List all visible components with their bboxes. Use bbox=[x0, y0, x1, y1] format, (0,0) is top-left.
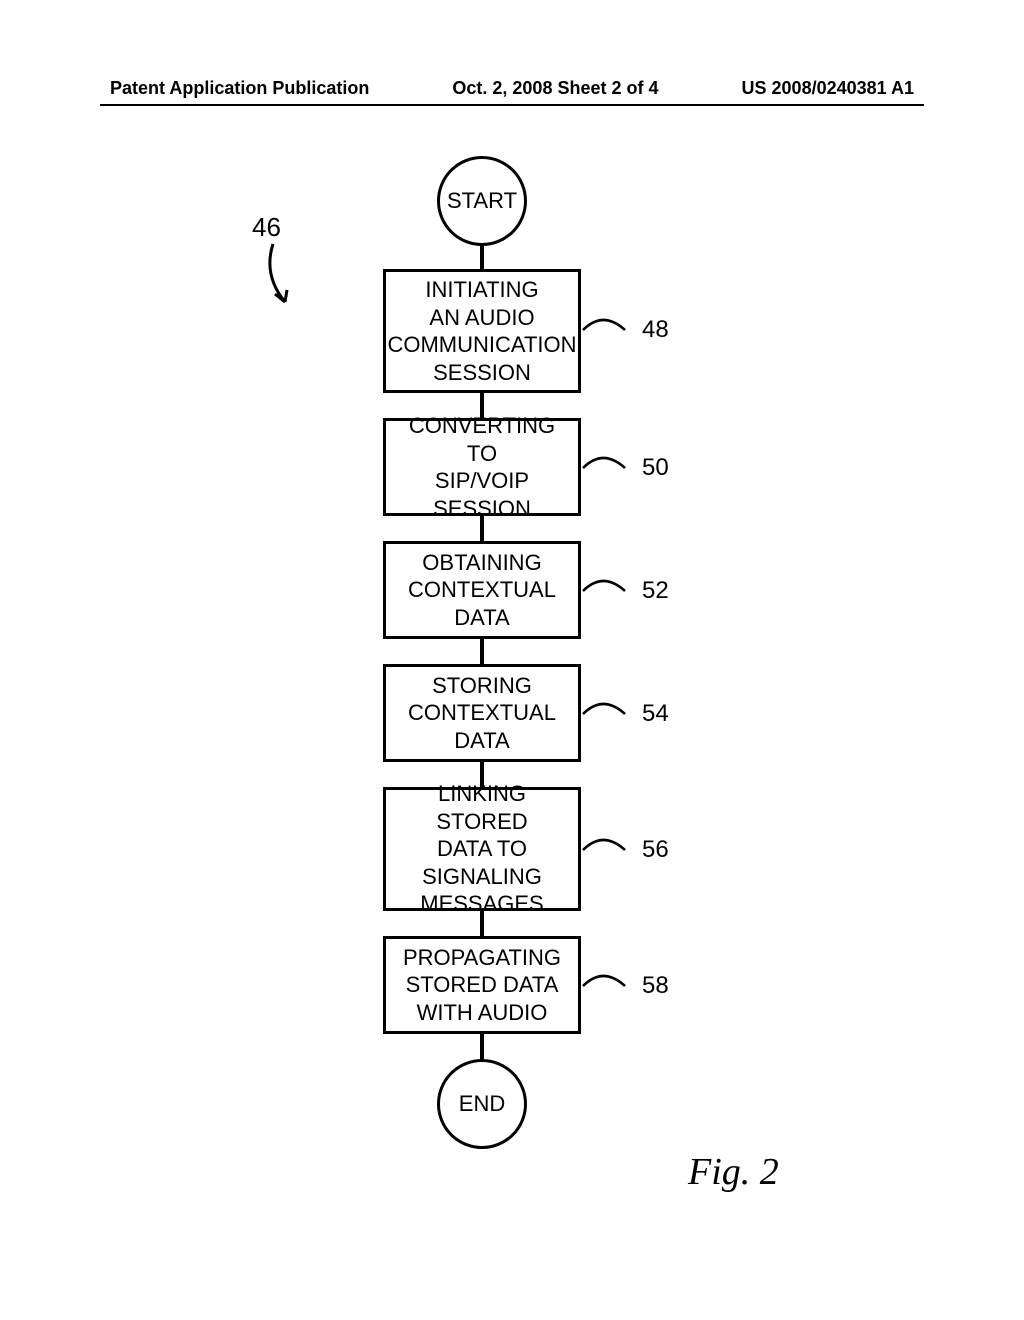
process-text-3: OBTAINING CONTEXTUAL DATA bbox=[408, 549, 556, 632]
process-text-5: LINKING STORED DATA TO SIGNALING MESSAGE… bbox=[396, 780, 568, 918]
header-left: Patent Application Publication bbox=[110, 78, 369, 99]
figure-label: Fig. 2 bbox=[688, 1150, 779, 1194]
header-rule bbox=[100, 104, 924, 106]
ref-label-4: 54 bbox=[642, 700, 669, 728]
end-label: END bbox=[459, 1091, 505, 1117]
process-text-2: CONVERTING TO SIP/VOIP SESSION bbox=[396, 412, 568, 522]
ref-curve-2 bbox=[581, 448, 631, 488]
process-step-2: CONVERTING TO SIP/VOIP SESSION bbox=[383, 418, 581, 516]
end-terminal: END bbox=[437, 1059, 527, 1149]
process-text-4: STORING CONTEXTUAL DATA bbox=[408, 672, 556, 755]
ref-curve-3 bbox=[581, 571, 631, 611]
ref-curve-4 bbox=[581, 694, 631, 734]
ref-curve-5 bbox=[581, 830, 631, 870]
ref-curve-1 bbox=[581, 310, 631, 350]
process-step-1: INITIATING AN AUDIO COMMUNICATION SESSIO… bbox=[383, 269, 581, 393]
process-text-1: INITIATING AN AUDIO COMMUNICATION SESSIO… bbox=[387, 276, 576, 386]
header-center: Oct. 2, 2008 Sheet 2 of 4 bbox=[452, 78, 658, 99]
process-step-5: LINKING STORED DATA TO SIGNALING MESSAGE… bbox=[383, 787, 581, 911]
process-step-3: OBTAINING CONTEXTUAL DATA bbox=[383, 541, 581, 639]
start-label: START bbox=[447, 188, 517, 214]
connector-0 bbox=[480, 246, 484, 270]
process-step-6: PROPAGATING STORED DATA WITH AUDIO bbox=[383, 936, 581, 1034]
flowchart: 46 START INITIATING AN AUDIO COMMUNICATI… bbox=[0, 150, 1024, 1220]
page-header: Patent Application Publication Oct. 2, 2… bbox=[0, 78, 1024, 99]
connector-5 bbox=[480, 911, 484, 937]
ref-label-5: 56 bbox=[642, 836, 669, 864]
connector-6 bbox=[480, 1034, 484, 1060]
ref-label-3: 52 bbox=[642, 577, 669, 605]
main-ref-label: 46 bbox=[252, 212, 281, 243]
header-right: US 2008/0240381 A1 bbox=[742, 78, 914, 99]
ref-curve-6 bbox=[581, 966, 631, 1006]
process-step-4: STORING CONTEXTUAL DATA bbox=[383, 664, 581, 762]
start-terminal: START bbox=[437, 156, 527, 246]
ref-label-2: 50 bbox=[642, 454, 669, 482]
connector-2 bbox=[480, 516, 484, 542]
connector-3 bbox=[480, 639, 484, 665]
ref-label-1: 48 bbox=[642, 316, 669, 344]
process-text-6: PROPAGATING STORED DATA WITH AUDIO bbox=[403, 944, 561, 1027]
main-ref-arrow bbox=[245, 240, 315, 320]
ref-label-6: 58 bbox=[642, 972, 669, 1000]
